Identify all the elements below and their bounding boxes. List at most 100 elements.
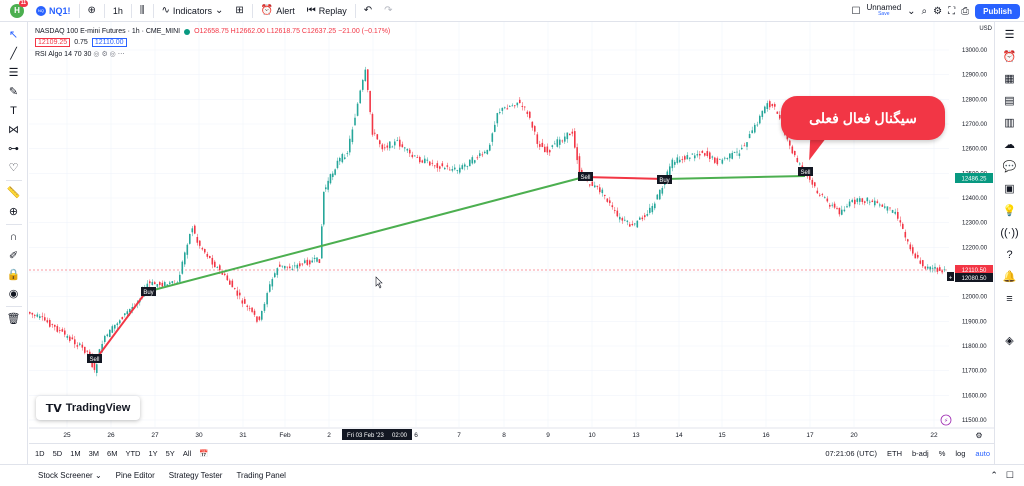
tab-trading-panel[interactable]: Trading Panel [236,471,286,480]
range-1y[interactable]: 1Y [148,449,158,458]
range-all[interactable]: All [182,449,192,458]
zoom-in-icon[interactable]: ⊕ [8,206,19,218]
publish-button[interactable]: Publish [975,3,1020,19]
layout-name[interactable]: Unnamed Save [866,4,901,18]
candle-body [689,157,691,159]
compare-button[interactable]: ⊕ [82,0,102,22]
candle-body [494,124,496,132]
tradingview-logo[interactable]: 𝗧𝗩 TradingView [36,396,140,420]
undo-button[interactable]: ↶ [358,0,378,22]
pencil-lock-icon[interactable]: ✐ [8,250,19,262]
square-icon[interactable]: ☐ [851,5,861,17]
cursor-icon[interactable]: ↖ [8,29,19,41]
broadcast-icon[interactable]: ((·)) [1000,227,1019,239]
sell-price-box[interactable]: 12109.25 [35,38,71,47]
help-icon[interactable]: ? [1006,249,1013,261]
indicator-legend[interactable]: RSI Algo 14 70 30 [35,51,92,58]
candle-body [516,102,519,106]
fullscreen-icon[interactable]: ⛶ [948,5,956,17]
pattern-icon[interactable]: ⋈ [8,124,19,136]
prediction-icon[interactable]: ⊶ [8,143,19,155]
indicator-controls-icon[interactable]: ◎ ⚙ ◎ ⋯ [93,51,125,58]
chat-icon[interactable]: 💬 [1002,161,1017,173]
indicators-button[interactable]: ∿ Indicators ⌄ [156,0,230,22]
user-menu[interactable]: H 11 [4,0,30,22]
market-status-icon[interactable] [184,28,191,35]
text-icon[interactable]: T [10,105,17,117]
log-toggle[interactable]: log [955,449,966,458]
currency-label[interactable]: USD [979,26,992,32]
range-5d[interactable]: 5D [52,449,63,458]
chart-pane[interactable]: Sell Buy Sell Buy Sell 13000.00 12900.00 1… [29,22,994,442]
calendar-icon[interactable]: ▥ [1004,117,1015,129]
utc-clock[interactable]: 07:21:06 (UTC) [825,449,878,458]
range-6m[interactable]: 6M [107,449,118,458]
dom-icon[interactable]: ≡ [1006,293,1013,305]
tab-pine-editor[interactable]: Pine Editor [115,471,155,480]
symbol-title[interactable]: NASDAQ 100 E-mini Futures · 1h · CME_MIN… [35,28,181,35]
tab-strategy-tester[interactable]: Strategy Tester [168,471,223,480]
maximize-icon[interactable]: ☐ [1005,470,1014,480]
heart-icon[interactable]: ♡ [8,162,19,174]
candle-body [49,320,51,327]
buy-price-box[interactable]: 12110.00 [91,38,127,47]
range-1d[interactable]: 1D [35,449,45,458]
fib-icon[interactable]: ☰ [8,67,19,79]
chart-type-button[interactable]: ⫼ [134,0,151,22]
auto-scale-toggle[interactable]: auto [975,449,990,458]
candle-body [461,165,464,170]
goto-date-icon[interactable]: 📅 [199,449,209,458]
ideas-icon[interactable]: ☁ [1004,139,1015,151]
candle-body [454,167,456,170]
lightbulb-icon[interactable]: 💡 [1002,205,1017,217]
range-5y[interactable]: 5Y [165,449,175,458]
search-icon[interactable]: ⌕ [921,5,928,17]
candle-body [276,268,279,275]
percent-toggle[interactable]: % [938,449,946,458]
candle-body [526,111,529,114]
candle-body [601,189,604,194]
range-1m[interactable]: 1M [70,449,81,458]
alarm-clock-icon[interactable]: ⏰ [1002,51,1017,63]
collapse-icon[interactable]: ⌃ [990,470,998,480]
camera-icon[interactable]: ⎙ [961,5,970,17]
lightning-icon [940,414,952,426]
layouts-button[interactable]: ⊞ [229,0,249,22]
replay-button[interactable]: ⏮ Replay [301,0,353,22]
data-window-icon[interactable]: ▦ [1004,73,1015,85]
candle-body [306,259,309,265]
trend-line-icon[interactable]: ╱ [10,48,17,60]
watchlist-icon[interactable]: ☰ [1004,29,1015,41]
candle-body [304,260,306,263]
chevron-down-icon[interactable]: ⌄ [907,5,916,17]
range-ytd[interactable]: YTD [125,449,141,458]
trash-icon[interactable]: 🗑 [6,313,21,325]
streams-icon[interactable]: ▣ [1004,183,1015,195]
adjustment-toggle[interactable]: b-adj [912,449,929,458]
session-toggle[interactable]: ETH [887,449,903,458]
ruler-icon[interactable]: 📏 [6,187,21,199]
alert-button[interactable]: ⏰ Alert [255,0,301,22]
chart-legend: NASDAQ 100 E-mini Futures · 1h · CME_MIN… [35,28,390,58]
candle-body [374,132,376,134]
candle-body [746,142,748,147]
hotlist-icon[interactable]: ▤ [1004,95,1015,107]
redo-button[interactable]: ↷ [378,0,398,22]
candle-body [501,107,504,111]
avatar-letter: H [14,6,20,15]
gear-icon[interactable]: ⚙ [933,5,943,17]
interval-button[interactable]: 1h [107,0,129,22]
price-chart[interactable]: Sell Buy Sell Buy Sell 13000.0012900.001… [29,22,994,442]
lock-icon[interactable]: 🔒 [6,269,21,281]
widget-bar: ☰ ⏰ ▦ ▤ ▥ ☁ 💬 ▣ 💡 ((·)) ? 🔔 ≡ ◈ [994,22,1024,464]
candle-body [576,147,578,161]
tab-stock-screener[interactable]: Stock Screener ⌄ [38,471,102,480]
symbol-search[interactable]: NQ NQ1! [30,0,77,22]
eye-icon[interactable]: ◉ [8,288,19,300]
magnet-icon[interactable]: ∩ [9,231,18,243]
layers-icon[interactable]: ◈ [1005,335,1014,347]
range-3m[interactable]: 3M [88,449,100,458]
brush-icon[interactable]: ✎ [8,86,19,98]
notifications-icon[interactable]: 🔔 [1002,271,1017,283]
avatar[interactable]: H 11 [10,0,28,18]
